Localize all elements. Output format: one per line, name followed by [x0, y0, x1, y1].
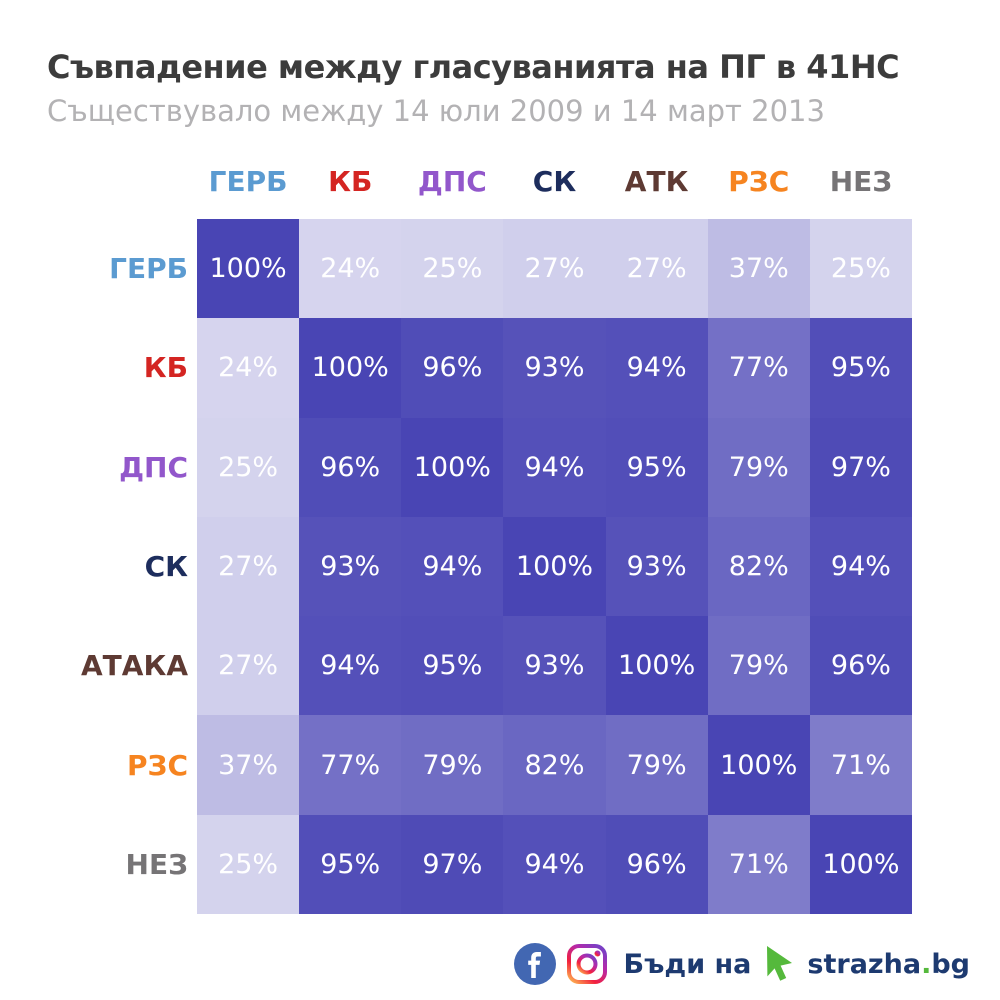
heatmap-cell-0-1: 24%	[299, 219, 402, 319]
heatmap-matrix: 100% 24% 25% 27% 27% 37% 25% 24% 100% 96% 93% 94% 77…	[197, 219, 912, 914]
col-header-6: НЕЗ	[829, 165, 893, 198]
heatmap-cell-1-4: 94%	[605, 318, 708, 418]
heatmap-cell-5-4: 79%	[605, 715, 708, 815]
col-header-1: КБ	[328, 165, 373, 198]
col-header-2: ДПС	[417, 165, 487, 198]
heatmap-cell-5-0: 37%	[197, 715, 300, 815]
heatmap-column-headers: ГЕРБ КБ ДПС СК АТК РЗС НЕЗ	[197, 160, 912, 210]
heatmap-cell-3-0: 27%	[197, 516, 300, 617]
heatmap-cell-6-0: 25%	[197, 814, 300, 914]
heatmap-cell-3-2: 94%	[401, 516, 504, 617]
heatmap-cell-4-2: 95%	[401, 616, 504, 716]
col-header-4: АТК	[624, 165, 689, 198]
heatmap-cell-3-4: 93%	[605, 516, 708, 617]
footer: Бъди на strazha.bg	[513, 936, 970, 992]
heatmap-cell-4-6: 96%	[809, 616, 912, 716]
heatmap-cell-3-1: 93%	[299, 516, 402, 617]
heatmap-cell-6-3: 94%	[503, 814, 606, 914]
row-header-6: НЕЗ	[125, 847, 188, 881]
heatmap-cell-1-1: 100%	[299, 318, 402, 418]
heatmap-row-labels: ГЕРБ КБ ДПС СК АТАКА РЗС НЕЗ	[20, 219, 188, 914]
heatmap-cell-1-3: 93%	[503, 318, 606, 418]
brand-prefix: strazha	[807, 948, 922, 980]
heatmap-cell-5-2: 79%	[401, 715, 504, 815]
heatmap-cell-4-5: 79%	[707, 616, 810, 716]
heatmap-cell-5-5: 100%	[707, 715, 810, 815]
page-subtitle: Съществувало между 14 юли 2009 и 14 март…	[47, 94, 825, 128]
row-header-3: СК	[144, 549, 188, 583]
heatmap-cell-2-2: 100%	[401, 417, 504, 517]
heatmap-cell-6-2: 97%	[401, 814, 504, 914]
heatmap-cell-4-1: 94%	[299, 616, 402, 716]
cursor-icon	[761, 944, 797, 984]
brand-dot: .	[921, 948, 932, 980]
heatmap-cell-6-6: 100%	[809, 814, 912, 914]
heatmap-cell-5-6: 71%	[809, 715, 912, 815]
heatmap-cell-6-1: 95%	[299, 814, 402, 914]
heatmap-cell-0-5: 37%	[707, 219, 810, 319]
heatmap-cell-5-3: 82%	[503, 715, 606, 815]
heatmap-cell-3-3: 100%	[503, 516, 606, 617]
heatmap-cell-2-0: 25%	[197, 417, 300, 517]
brand-suffix: bg	[931, 948, 970, 980]
heatmap-cell-4-3: 93%	[503, 616, 606, 716]
heatmap-cell-4-4: 100%	[605, 616, 708, 716]
heatmap-cell-3-6: 94%	[809, 516, 912, 617]
footer-cta-text: Бъди на	[623, 948, 752, 980]
heatmap-cell-2-6: 97%	[809, 417, 912, 517]
heatmap-cell-2-5: 79%	[707, 417, 810, 517]
row-header-0: ГЕРБ	[109, 252, 188, 286]
instagram-icon[interactable]	[566, 943, 608, 985]
heatmap-cell-1-6: 95%	[809, 318, 912, 418]
heatmap-cell-6-5: 71%	[707, 814, 810, 914]
col-header-0: ГЕРБ	[208, 165, 288, 198]
row-header-1: КБ	[143, 351, 188, 385]
col-header-5: РЗС	[728, 165, 790, 198]
heatmap-cell-0-4: 27%	[605, 219, 708, 319]
heatmap-cell-0-2: 25%	[401, 219, 504, 319]
heatmap-cell-0-3: 27%	[503, 219, 606, 319]
brand-link[interactable]: strazha.bg	[807, 949, 970, 980]
row-header-5: РЗС	[127, 748, 188, 782]
heatmap-cell-5-1: 77%	[299, 715, 402, 815]
heatmap-cell-4-0: 27%	[197, 616, 300, 716]
col-header-3: СК	[532, 165, 577, 198]
heatmap-cell-6-4: 96%	[605, 814, 708, 914]
page-title: Съвпадение между гласуванията на ПГ в 41…	[47, 48, 900, 86]
heatmap-cell-1-0: 24%	[197, 318, 300, 418]
heatmap-cell-0-0: 100%	[197, 219, 300, 319]
heatmap-cell-3-5: 82%	[707, 516, 810, 617]
heatmap-cell-1-2: 96%	[401, 318, 504, 418]
heatmap-cell-0-6: 25%	[809, 219, 912, 319]
heatmap-cell-2-3: 94%	[503, 417, 606, 517]
row-header-4: АТАКА	[81, 649, 188, 683]
heatmap-cell-1-5: 77%	[707, 318, 810, 418]
heatmap-cell-2-1: 96%	[299, 417, 402, 517]
facebook-icon[interactable]	[513, 943, 556, 985]
heatmap-cell-2-4: 95%	[605, 417, 708, 517]
row-header-2: ДПС	[119, 450, 188, 484]
